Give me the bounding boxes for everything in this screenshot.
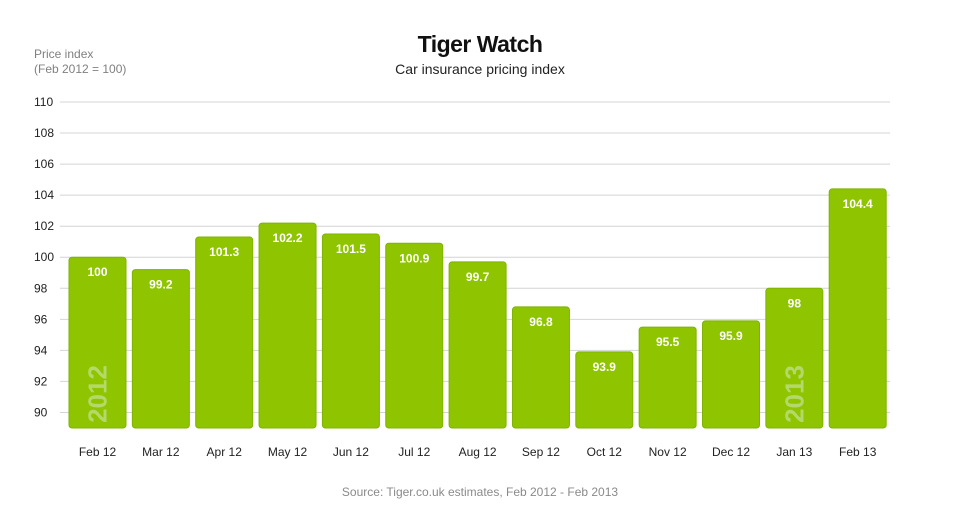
y-tick-label: 102 bbox=[34, 219, 54, 233]
x-tick-label: Jan 13 bbox=[776, 445, 812, 459]
bar bbox=[828, 188, 887, 429]
y-tick-label: 106 bbox=[34, 157, 54, 171]
x-tick-label: Feb 12 bbox=[79, 445, 117, 459]
bar bbox=[385, 242, 444, 429]
data-label: 99.7 bbox=[466, 270, 490, 284]
data-label: 93.9 bbox=[593, 360, 617, 374]
bar bbox=[765, 287, 824, 429]
x-tick-label: Aug 12 bbox=[459, 445, 497, 459]
data-labels: 100 99.2 101.3 102.2 101.5 100.9 99.7 96.8 93.9 9… bbox=[83, 197, 874, 423]
data-label: 99.2 bbox=[149, 278, 173, 292]
data-label: 102.2 bbox=[273, 231, 303, 245]
data-label: 98 bbox=[788, 296, 802, 310]
x-tick-label: Nov 12 bbox=[649, 445, 687, 459]
y-tick-label: 108 bbox=[34, 126, 54, 140]
bar bbox=[195, 236, 254, 429]
data-label: 96.8 bbox=[529, 315, 553, 329]
data-label: 95.9 bbox=[719, 329, 743, 343]
bar bbox=[258, 222, 317, 429]
year-watermark: 2012 bbox=[83, 365, 113, 423]
y-tick-label: 92 bbox=[34, 374, 48, 388]
y-tick-label: 96 bbox=[34, 312, 48, 326]
y-tick-label: 100 bbox=[34, 250, 54, 264]
y-tick-label: 110 bbox=[34, 95, 53, 109]
data-label: 100 bbox=[87, 265, 107, 279]
bar bbox=[448, 261, 507, 429]
x-tick-label: May 12 bbox=[268, 445, 308, 459]
y-tick-label: 104 bbox=[34, 188, 54, 202]
chart-title: Tiger Watch bbox=[418, 31, 543, 57]
bar bbox=[131, 269, 190, 429]
x-axis-ticks: Feb 12 Mar 12 Apr 12 May 12 Jun 12 Jul 12 Aug … bbox=[79, 445, 877, 459]
data-label: 104.4 bbox=[843, 197, 873, 211]
x-tick-label: Jul 12 bbox=[398, 445, 430, 459]
y-axis-ticks: 110 108 106 104 102 100 98 96 94 92 90 bbox=[34, 95, 54, 419]
data-label: 101.3 bbox=[209, 245, 239, 259]
y-tick-label: 94 bbox=[34, 343, 48, 357]
chart-subtitle: Car insurance pricing index bbox=[395, 61, 565, 77]
bar bbox=[702, 320, 760, 429]
bar bbox=[638, 326, 697, 429]
bar bbox=[511, 306, 570, 429]
x-tick-label: Apr 12 bbox=[207, 445, 243, 459]
x-tick-label: Oct 12 bbox=[587, 445, 623, 459]
bar bbox=[575, 351, 634, 429]
source-note: Source: Tiger.co.uk estimates, Feb 2012 … bbox=[342, 485, 618, 499]
y-tick-label: 98 bbox=[34, 281, 48, 295]
y-axis-label-line-2: (Feb 2012 = 100) bbox=[34, 62, 126, 76]
year-watermark: 2013 bbox=[779, 365, 809, 423]
bar bbox=[68, 256, 127, 429]
data-label: 95.5 bbox=[656, 335, 680, 349]
data-label: 100.9 bbox=[399, 251, 429, 265]
bars bbox=[68, 188, 887, 429]
x-tick-label: Dec 12 bbox=[712, 445, 750, 459]
x-tick-label: Feb 13 bbox=[839, 445, 877, 459]
y-tick-label: 90 bbox=[34, 405, 48, 419]
bar bbox=[321, 233, 380, 429]
x-tick-label: Jun 12 bbox=[333, 445, 369, 459]
y-axis-label-line-1: Price index bbox=[34, 47, 93, 61]
data-label: 101.5 bbox=[336, 242, 366, 256]
x-tick-label: Sep 12 bbox=[522, 445, 560, 459]
x-tick-label: Mar 12 bbox=[142, 445, 180, 459]
